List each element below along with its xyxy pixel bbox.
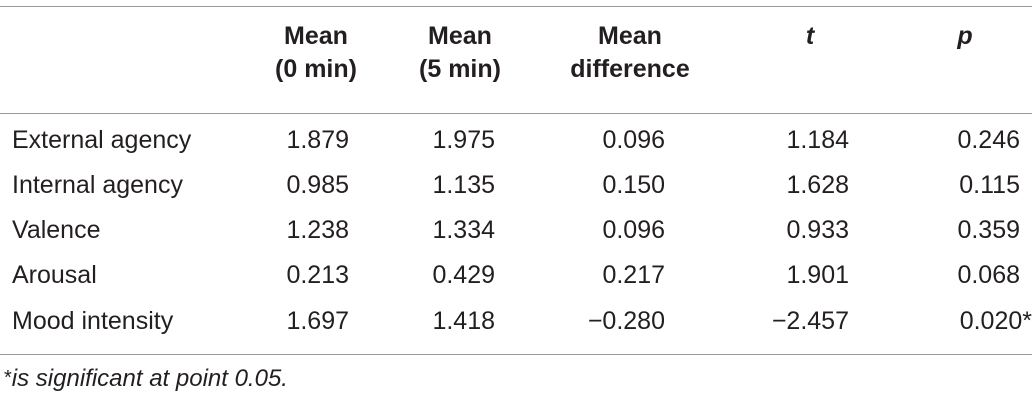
header-t-label: t xyxy=(805,22,815,50)
header-mean-difference: Mean difference xyxy=(552,20,708,86)
row-label: External agency xyxy=(12,126,192,154)
cell-mean-5min: 0.429 xyxy=(432,261,495,289)
row-label: Internal agency xyxy=(12,171,183,199)
cell-p: 0.115 xyxy=(959,171,1020,199)
cell-mean-0min: 1.238 xyxy=(286,216,349,244)
cell-mean-0min: 0.213 xyxy=(286,261,349,289)
table-header-rule xyxy=(0,113,1032,114)
cell-p: 0.068 xyxy=(957,261,1020,289)
cell-mean-5min: 1.418 xyxy=(432,307,495,335)
footnote-symbol: * xyxy=(4,367,12,389)
header-mean-difference-line1: Mean xyxy=(598,22,662,50)
cell-mean-5min: 1.975 xyxy=(432,126,495,154)
cell-mean-difference: 0.096 xyxy=(602,216,665,244)
cell-p: 0.020* xyxy=(959,307,1032,335)
row-label: Arousal xyxy=(12,261,97,289)
header-mean-0min-line1: Mean xyxy=(284,22,348,50)
cell-mean-5min: 1.334 xyxy=(432,216,495,244)
table-bottom-rule xyxy=(0,354,1032,355)
cell-mean-0min: 1.879 xyxy=(286,126,349,154)
cell-t: 0.933 xyxy=(786,216,849,244)
row-label: Mood intensity xyxy=(12,307,174,335)
cell-mean-0min: 0.985 xyxy=(286,171,349,199)
cell-t: −2.457 xyxy=(771,307,849,335)
cell-p: 0.246 xyxy=(957,126,1020,154)
cell-t: 1.184 xyxy=(786,126,849,154)
table-footnote: *is significant at point 0.05. xyxy=(4,363,288,394)
header-mean-5min-line1: Mean xyxy=(428,22,492,50)
header-mean-5min-line2: (5 min) xyxy=(419,55,501,83)
cell-p: 0.359 xyxy=(957,216,1020,244)
header-p-label: p xyxy=(957,22,973,50)
cell-mean-5min: 1.135 xyxy=(432,171,495,199)
cell-mean-difference: 0.150 xyxy=(602,171,665,199)
header-t: t xyxy=(795,20,825,53)
header-mean-difference-line2: difference xyxy=(570,55,690,83)
footnote-text: is significant at point 0.05. xyxy=(11,365,288,392)
header-mean-0min-line2: (0 min) xyxy=(275,55,357,83)
cell-t: 1.628 xyxy=(786,171,849,199)
table-top-rule xyxy=(0,6,1032,7)
cell-mean-difference: −0.280 xyxy=(587,307,665,335)
header-mean-0min: Mean (0 min) xyxy=(266,20,366,86)
row-label: Valence xyxy=(12,216,101,244)
header-p: p xyxy=(950,20,980,53)
cell-t: 1.901 xyxy=(786,261,849,289)
cell-mean-difference: 0.096 xyxy=(602,126,665,154)
cell-mean-difference: 0.217 xyxy=(602,261,665,289)
header-mean-5min: Mean (5 min) xyxy=(410,20,510,86)
cell-mean-0min: 1.697 xyxy=(286,307,349,335)
